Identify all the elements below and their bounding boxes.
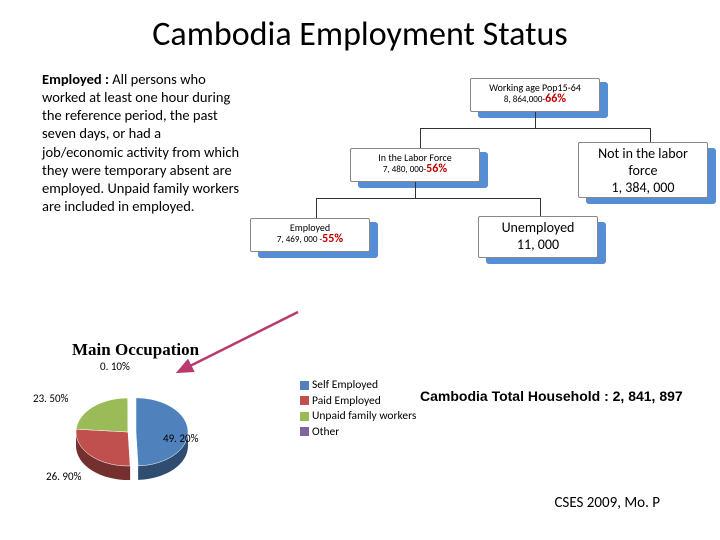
pie-legend: Self Employed Paid EmployedUnpaid family … xyxy=(300,378,416,440)
node-not-in-labor: Not in the labor force 1, 384, 000 xyxy=(578,142,708,198)
legend-swatch xyxy=(300,396,309,405)
legend-item: Paid Employed xyxy=(300,394,416,410)
node-label: Unemployed xyxy=(483,220,593,237)
source-citation: CSES 2009, Mo. P xyxy=(554,494,660,512)
node-working-age: Working age Pop15-64 8, 864,000-66% xyxy=(470,78,600,112)
pie-chart: 49. 20% 26. 90% 23. 50% xyxy=(38,370,218,510)
legend-swatch xyxy=(300,427,309,436)
legend-swatch xyxy=(300,381,309,390)
legend-item: Self Employed xyxy=(300,378,416,394)
node-label: Employed xyxy=(255,222,365,233)
pie-label-unpaid: 23. 50% xyxy=(33,392,68,405)
definition-text: All persons who worked at least one hour… xyxy=(42,70,239,215)
node-in-labor-force: In the Labor Force 7, 480, 000-56% xyxy=(350,148,480,182)
legend-label: Self Employed xyxy=(312,378,378,392)
legend-label: Other xyxy=(312,425,339,439)
page-title: Cambodia Employment Status xyxy=(0,0,720,55)
legend-item: Other xyxy=(300,425,416,441)
node-label: In the Labor Force xyxy=(355,152,475,163)
node-unemployed: Unemployed 11, 000 xyxy=(478,216,598,258)
household-total: Cambodia Total Household : 2, 841, 897 xyxy=(420,388,683,404)
node-label: Not in the labor force xyxy=(583,146,703,180)
legend-item: Unpaid family workers xyxy=(300,409,416,425)
legend-label: Paid Employed xyxy=(312,394,381,408)
node-label: Working age Pop15-64 xyxy=(475,82,595,93)
legend-label: Unpaid family workers xyxy=(312,409,416,423)
pie-label-self: 49. 20% xyxy=(163,432,198,445)
node-employed: Employed 7, 469, 000 -55% xyxy=(250,218,370,252)
pie-label-paid: 26. 90% xyxy=(46,470,81,483)
employed-definition: Employed : All persons who worked at lea… xyxy=(42,70,242,215)
legend-swatch xyxy=(300,412,309,421)
definition-term: Employed : xyxy=(42,70,109,88)
